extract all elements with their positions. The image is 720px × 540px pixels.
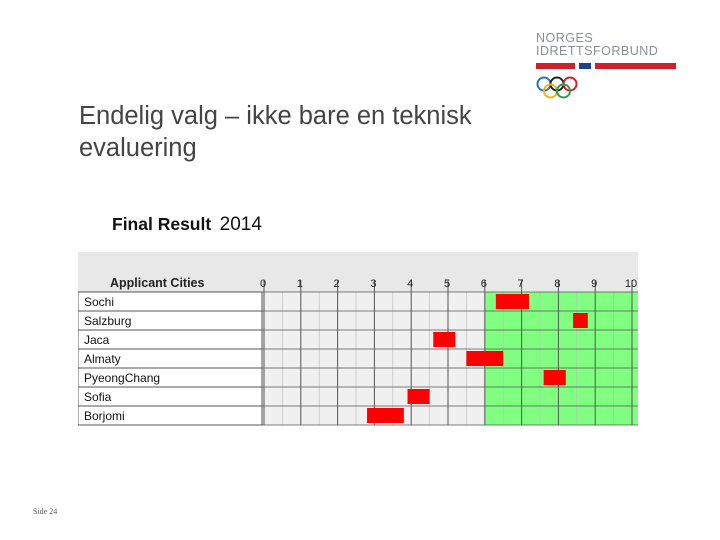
score-range-bar (433, 332, 456, 347)
x-tick-label: 7 (518, 278, 524, 290)
score-range-bar (543, 370, 566, 385)
city-label: Salzburg (84, 314, 131, 328)
logo-line-1: NORGES (536, 31, 594, 45)
column-header: Applicant Cities (110, 276, 205, 290)
logo-bar (536, 63, 575, 69)
logo-flag-bars (536, 63, 676, 69)
chart-header-band (78, 252, 638, 292)
chart-heading: Final Result 2014 (112, 214, 262, 236)
x-tick-label: 3 (370, 278, 376, 290)
nif-logo: NORGES IDRETTSFORBUND (536, 32, 680, 102)
x-tick-label: 1 (297, 278, 303, 290)
score-range-bar (367, 408, 404, 423)
city-label: Borjomi (84, 409, 125, 423)
logo-bar (579, 63, 591, 69)
score-range-bar (495, 294, 529, 309)
x-tick-label: 9 (591, 278, 597, 290)
below-threshold-zone (262, 292, 485, 425)
x-tick-label: 4 (407, 278, 413, 290)
score-range-bar (466, 351, 504, 366)
logo-line-2: IDRETTSFORBUND (536, 44, 659, 58)
logo-bar (595, 63, 676, 69)
slide-title: Endelig valg – ikke bare en teknisk eval… (79, 102, 472, 162)
page-number: Side 24 (33, 507, 58, 516)
city-label: Jaca (84, 333, 110, 347)
final-result-chart: Applicant Cities 0 1 2 3 4 5 6 7 8 9 10 Sochi Salzbur… (78, 252, 638, 426)
city-label: PyeongChang (84, 371, 160, 385)
above-threshold-zone (484, 292, 638, 425)
olympic-rings-icon (536, 76, 578, 99)
city-label: Sofia (84, 390, 112, 404)
city-label-cell (78, 405, 263, 426)
city-label: Sochi (84, 295, 114, 309)
x-tick-label: 8 (554, 278, 560, 290)
x-tick-label: 5 (444, 278, 450, 290)
chart-heading-year: 2014 (219, 214, 262, 235)
olympic-ring (556, 83, 571, 99)
x-tick-label: 2 (334, 278, 340, 290)
x-tick-label: 6 (481, 278, 487, 290)
x-tick-label: 0 (260, 278, 266, 290)
city-label: Almaty (84, 352, 121, 366)
chart-heading-label: Final Result (112, 214, 212, 234)
x-tick-label: 10 (625, 278, 637, 290)
score-range-bar (573, 313, 588, 328)
score-range-bar (407, 389, 430, 404)
